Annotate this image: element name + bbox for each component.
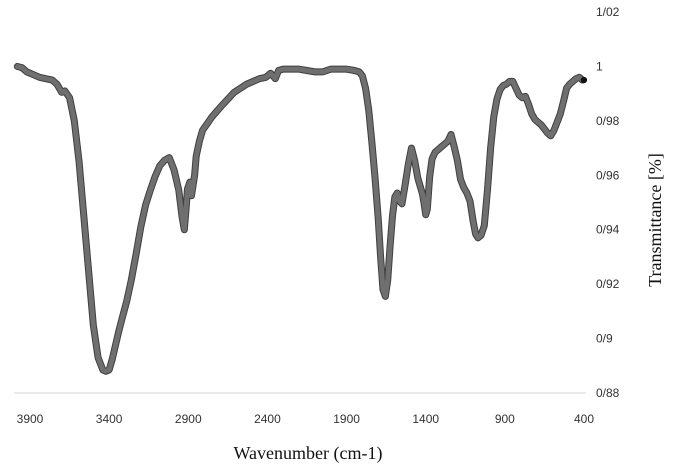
transmittance-line [14, 63, 585, 374]
x-tick-label: 1400 [412, 412, 439, 426]
y-axis-title: Transmittance [%] [645, 153, 665, 287]
x-tick-label: 2900 [175, 412, 202, 426]
y-tick-label: 0/98 [596, 114, 620, 128]
plot-series [13, 62, 588, 375]
x-tick-label: 3900 [17, 412, 44, 426]
y-tick-label: 1 [596, 59, 603, 73]
x-tick-labels: 3900 3400 2900 2400 1900 1400 900 400 [17, 412, 595, 426]
x-tick-label: 2400 [254, 412, 281, 426]
x-tick-label: 400 [574, 412, 594, 426]
y-tick-label: 0/9 [596, 332, 613, 346]
y-tick-label: 0/88 [596, 386, 620, 400]
y-tick-label: 0/96 [596, 168, 620, 182]
x-tick-label: 1900 [333, 412, 360, 426]
y-tick-labels: 0/88 0/9 0/92 0/94 0/96 0/98 1 1/02 [596, 5, 620, 400]
transmittance-line-shadow [13, 62, 586, 375]
y-tick-label: 0/92 [596, 277, 620, 291]
x-axis-title: Wavenumber (cm-1) [234, 443, 383, 464]
x-tick-label: 900 [495, 412, 515, 426]
y-tick-label: 1/02 [596, 5, 620, 19]
x-tick-label: 3400 [96, 412, 123, 426]
line-end-point [580, 76, 588, 84]
y-tick-label: 0/94 [596, 223, 620, 237]
